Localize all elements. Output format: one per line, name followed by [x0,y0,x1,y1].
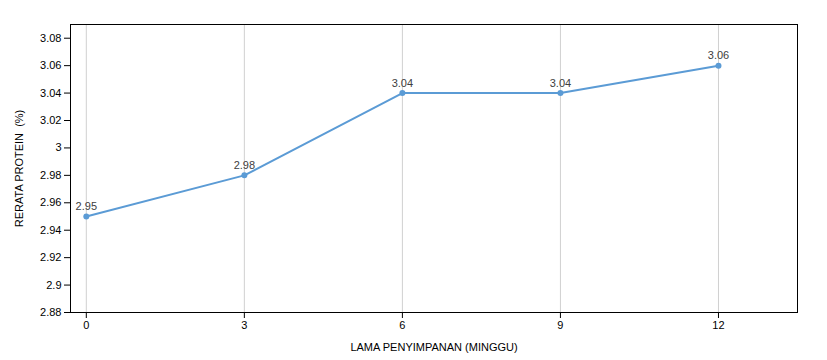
svg-text:2.94: 2.94 [40,224,61,236]
svg-text:3: 3 [241,319,247,331]
svg-text:0: 0 [83,319,89,331]
svg-text:3.06: 3.06 [40,59,61,71]
svg-text:3.04: 3.04 [392,77,413,89]
svg-text:6: 6 [399,319,405,331]
svg-text:LAMA PENYIMPANAN (MINGGU): LAMA PENYIMPANAN (MINGGU) [350,341,517,353]
svg-text:3: 3 [55,141,61,153]
svg-text:2.95: 2.95 [76,200,97,212]
svg-text:2.96: 2.96 [40,196,61,208]
svg-text:3.08: 3.08 [40,32,61,44]
svg-text:3.06: 3.06 [708,49,729,61]
svg-text:9: 9 [557,319,563,331]
svg-text:RERATA PROTEIN (%): RERATA PROTEIN (%) [13,110,25,228]
svg-text:2.88: 2.88 [40,306,61,318]
svg-text:2.92: 2.92 [40,251,61,263]
svg-text:3.04: 3.04 [550,77,571,89]
svg-text:2.9: 2.9 [46,279,61,291]
svg-text:2.98: 2.98 [40,169,61,181]
svg-text:3.04: 3.04 [40,87,61,99]
svg-text:12: 12 [712,319,724,331]
svg-text:2.98: 2.98 [234,159,255,171]
svg-text:3.02: 3.02 [40,114,61,126]
